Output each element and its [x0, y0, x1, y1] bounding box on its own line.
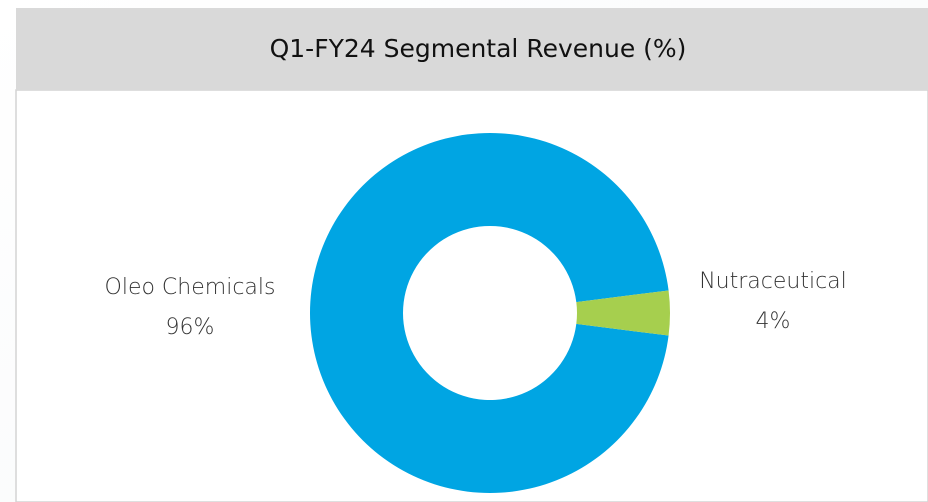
chart-title: Q1-FY24 Segmental Revenue (%) [270, 34, 687, 63]
value-label: 4% [756, 309, 791, 334]
labels: Oleo Chemicals 96% Nutraceutical 4% [105, 269, 847, 340]
donut-slice [576, 290, 670, 336]
donut [309, 133, 670, 494]
value-label: 96% [166, 315, 215, 340]
header-band [16, 8, 928, 90]
category-label: Oleo Chemicals [105, 275, 276, 300]
category-label: Nutraceutical [699, 269, 847, 294]
donut-slice [309, 133, 669, 494]
